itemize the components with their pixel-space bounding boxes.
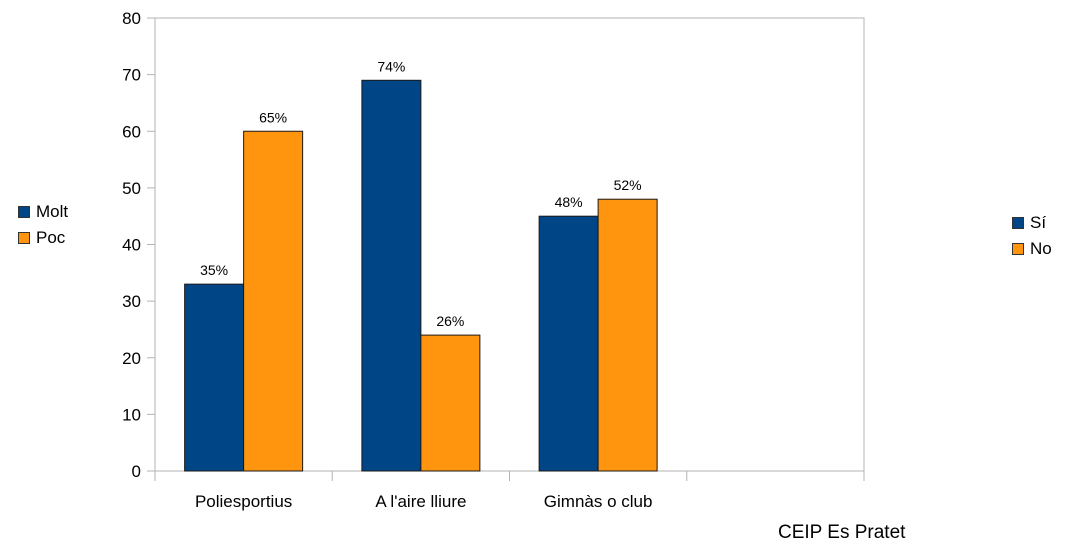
y-tick-label: 70: [122, 66, 141, 85]
data-label: 26%: [436, 313, 464, 329]
bar-molt-2: [538, 215, 599, 472]
y-tick-label: 20: [122, 349, 141, 368]
bar-molt-0: [184, 283, 245, 472]
legend-left: Molt Poc: [18, 201, 68, 253]
legend-item-no: No: [1012, 238, 1052, 260]
x-tick-label: Poliesportius: [195, 492, 292, 511]
footer-caption: CEIP Es Pratet: [778, 522, 906, 543]
bar-molt-1: [361, 79, 422, 472]
legend-swatch-poc: [18, 232, 30, 244]
legend-label-si: Sí: [1030, 213, 1047, 232]
bars: [184, 79, 658, 472]
y-tick-label: 60: [122, 122, 141, 141]
y-axis: 0 10 20 30 40 50 60 70 80: [122, 9, 155, 481]
bar-poc-1: [420, 334, 481, 472]
y-tick-label: 0: [132, 462, 141, 481]
data-label: 48%: [555, 194, 583, 210]
bar-poc-2: [597, 198, 658, 472]
y-tick-label: 10: [122, 405, 141, 424]
y-tick-label: 40: [122, 236, 141, 255]
legend-right: Sí No: [1012, 212, 1052, 264]
legend-item-poc: Poc: [18, 227, 68, 249]
legend-item-si: Sí: [1012, 212, 1052, 234]
data-label: 65%: [259, 109, 287, 125]
y-tick-label: 50: [122, 179, 141, 198]
y-tick-label: 80: [122, 9, 141, 28]
legend-swatch-molt: [18, 206, 30, 218]
legend-swatch-no: [1012, 243, 1024, 255]
data-label: 52%: [614, 177, 642, 193]
legend-label-poc: Poc: [36, 228, 66, 247]
x-axis: Poliesportius A l'aire lliure Gimnàs o clu…: [154, 471, 865, 511]
data-label: 74%: [377, 58, 405, 74]
y-tick-label: 30: [122, 292, 141, 311]
bar-poc-0: [243, 130, 304, 472]
x-tick-label: Gimnàs o club: [544, 492, 653, 511]
legend-label-molt: Molt: [36, 202, 69, 221]
x-tick-label: A l'aire lliure: [375, 492, 466, 511]
data-labels: 35% 74% 48% 65% 26% 52%: [200, 58, 642, 329]
legend-item-molt: Molt: [18, 201, 68, 223]
legend-label-no: No: [1030, 239, 1052, 258]
legend-swatch-si: [1012, 217, 1024, 229]
data-label: 35%: [200, 262, 228, 278]
